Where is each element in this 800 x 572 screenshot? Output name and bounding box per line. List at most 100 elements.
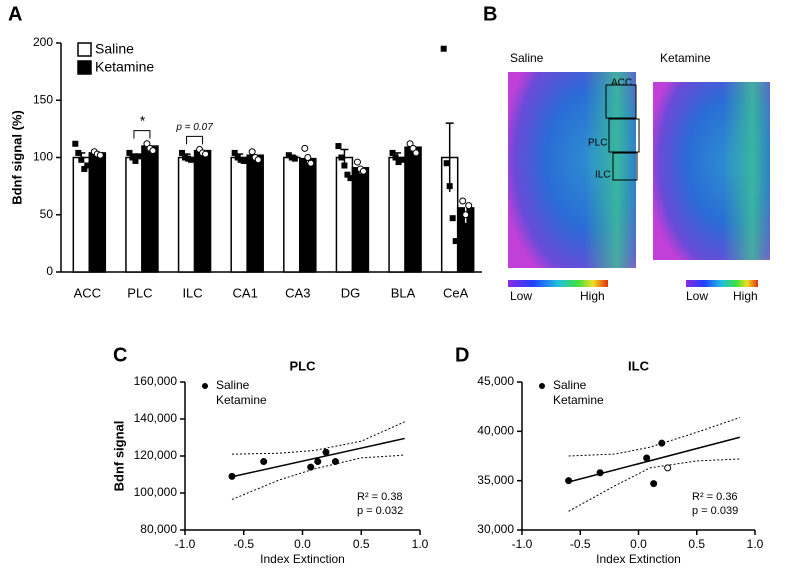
data-point <box>81 165 88 172</box>
data-point <box>132 157 139 164</box>
panel-letter: C <box>113 344 127 366</box>
y-axis-label: Bdnf signal <box>111 421 126 492</box>
panel-letter: B <box>483 3 497 25</box>
x-tick-label: -1.0 <box>175 537 196 551</box>
brain-overlay <box>653 82 770 260</box>
stat-label: R² = 0.38 <box>357 491 403 503</box>
regression-line <box>229 437 405 479</box>
y-tick-label: 120,000 <box>134 448 178 462</box>
chart-title: PLC <box>290 358 317 373</box>
legend-swatch <box>77 42 92 57</box>
data-point <box>260 458 268 466</box>
data-point <box>650 480 658 488</box>
bar <box>177 156 196 273</box>
image-title: Saline <box>510 51 544 65</box>
scale-label: High <box>733 289 758 303</box>
data-point <box>240 157 247 164</box>
legend-label: Ketamine <box>95 59 154 75</box>
x-tick-label: 1.0 <box>412 537 429 551</box>
data-point <box>446 183 453 190</box>
data-point <box>596 469 604 477</box>
legend-label: Saline <box>216 378 250 392</box>
stat-label: p = 0.039 <box>692 505 738 517</box>
bar <box>230 156 248 273</box>
region-box <box>605 84 637 119</box>
y-tick-label: 160,000 <box>134 374 178 388</box>
data-point <box>96 151 104 159</box>
data-point <box>449 215 456 222</box>
region-label: PLC <box>588 138 607 149</box>
bar <box>299 157 317 273</box>
confidence-band <box>568 458 740 512</box>
x-tick-label: BLA <box>391 285 416 300</box>
data-point <box>347 175 354 182</box>
bar <box>125 156 143 273</box>
region-box <box>608 118 640 153</box>
data-point <box>126 149 133 156</box>
data-point <box>129 154 136 161</box>
data-point <box>412 149 420 157</box>
y-tick-label: 50 <box>40 207 54 221</box>
confidence-band <box>568 417 741 457</box>
bar <box>351 167 370 273</box>
y-tick-label: 150 <box>33 92 53 106</box>
data-point <box>462 211 470 219</box>
color-scale <box>686 280 758 287</box>
stat-label: p = 0.032 <box>357 505 403 517</box>
data-point <box>304 154 312 161</box>
legend-marker <box>539 383 545 389</box>
bar <box>404 146 422 273</box>
data-point <box>465 202 473 210</box>
legend-label: Ketamine <box>216 393 267 407</box>
region-label: ILC <box>595 170 611 181</box>
data-point <box>443 160 450 167</box>
x-axis-label: Index Extinction <box>596 552 681 566</box>
x-tick-label: -1.0 <box>512 537 533 551</box>
x-tick-label: 0.5 <box>688 537 705 551</box>
region-box <box>612 152 638 181</box>
confidence-band <box>231 454 405 500</box>
y-axis-label: Bdnf signal (%) <box>9 110 24 205</box>
data-point <box>149 147 157 155</box>
data-point <box>84 162 91 169</box>
data-point <box>643 454 651 462</box>
color-scale <box>508 280 608 287</box>
x-tick-label: PLC <box>127 285 152 300</box>
image-title: Ketamine <box>660 51 711 65</box>
bar <box>193 149 212 273</box>
confidence-band <box>231 421 405 455</box>
x-tick-label: CeA <box>443 285 469 300</box>
x-tick-label: CA3 <box>285 285 310 300</box>
data-point <box>440 45 447 52</box>
y-tick-label: 80,000 <box>140 522 177 536</box>
data-point <box>291 155 298 162</box>
bar <box>246 154 264 273</box>
legend-label: Saline <box>553 378 587 392</box>
y-tick-label: 100 <box>33 150 53 164</box>
y-tick-label: 45,000 <box>477 374 514 388</box>
data-point <box>359 167 367 175</box>
data-point <box>322 448 330 456</box>
data-point <box>248 148 256 156</box>
y-tick-label: 40,000 <box>477 424 514 438</box>
data-point <box>398 156 405 163</box>
bar <box>72 156 91 273</box>
data-point <box>75 149 82 156</box>
x-tick-label: 0.0 <box>294 537 311 551</box>
x-tick-label: 0.5 <box>353 537 370 551</box>
data-point <box>344 171 351 178</box>
data-point <box>331 458 339 466</box>
annotation: p = 0.07 <box>175 122 213 133</box>
x-tick-label: -0.5 <box>233 537 254 551</box>
data-point <box>301 144 309 152</box>
brain-overlay <box>508 72 636 268</box>
stat-label: R² = 0.36 <box>692 491 738 503</box>
scale-label: Low <box>686 289 708 303</box>
significance-bracket <box>186 135 204 145</box>
data-point <box>231 149 238 156</box>
x-axis-label: Index Extinction <box>260 552 345 566</box>
y-tick-label: 200 <box>33 35 53 49</box>
bar <box>283 156 301 273</box>
y-tick-label: 0 <box>46 264 53 278</box>
